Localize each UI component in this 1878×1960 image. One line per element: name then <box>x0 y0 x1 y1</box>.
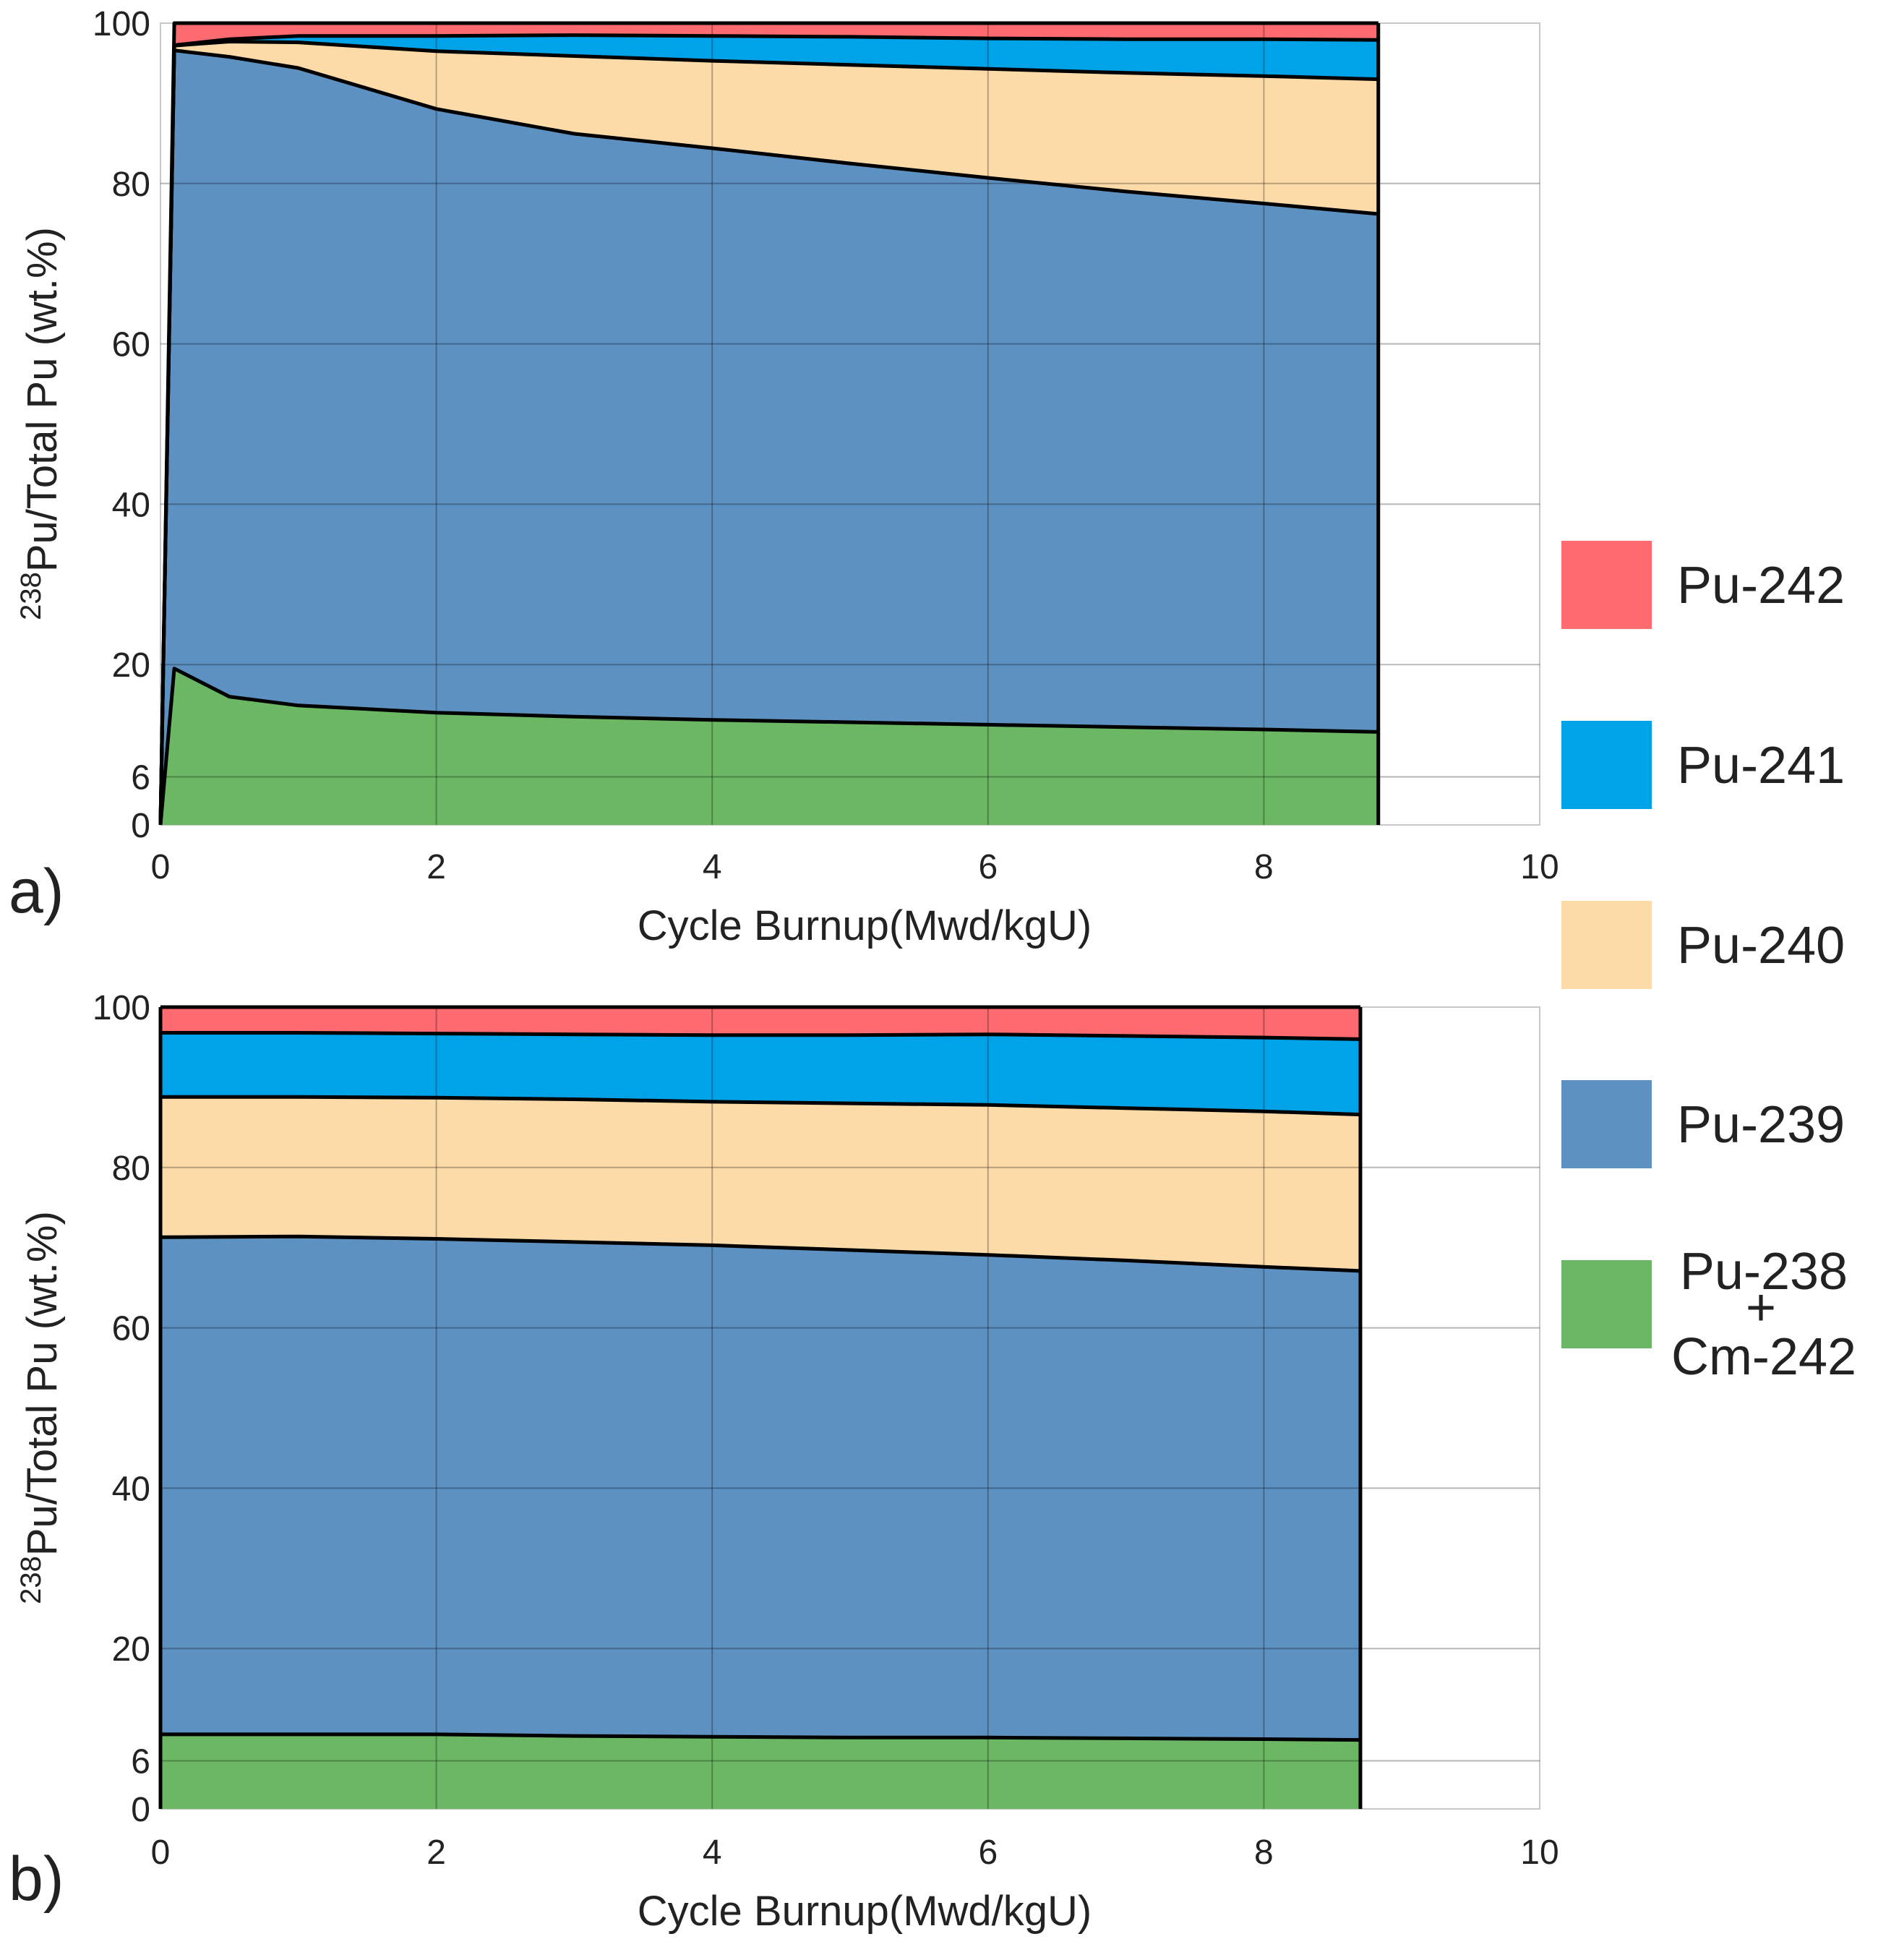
legend-label: Pu-242 <box>1677 557 1845 615</box>
y-tick-label: 80 <box>112 1150 150 1188</box>
area-pu-239 <box>160 50 1379 826</box>
x-tick-label: 6 <box>978 1833 998 1872</box>
boundary-pu-240 <box>158 40 1379 826</box>
y-tick-label: 100 <box>93 5 150 43</box>
y-tick-label: 100 <box>93 989 150 1027</box>
y-tick-label: 0 <box>131 807 150 845</box>
y-tick-label: 80 <box>112 166 150 204</box>
panel-a: 0 6 20 40 60 80 100 0 2 4 6 8 10 Cycle Burnup(Mwd/kgU… <box>9 5 1559 949</box>
x-tick-label: 0 <box>151 1833 171 1872</box>
legend-swatch <box>1561 721 1652 809</box>
legend-swatch <box>1561 1080 1652 1168</box>
boundary-pu-242 <box>158 21 1379 826</box>
y-tick-label: 20 <box>112 1630 150 1669</box>
area-pu-239 <box>160 1236 1360 1740</box>
y-axis-title-main: Pu/Total Pu (wt.%) <box>19 1211 66 1556</box>
area-pu-240 <box>160 41 1379 825</box>
legend-label-line1: Pu-238 <box>1680 1243 1848 1301</box>
area-pu-240 <box>160 1097 1360 1271</box>
panel-label: b) <box>9 1844 64 1914</box>
legend-swatch <box>1561 901 1652 989</box>
legend-swatch <box>1561 541 1652 629</box>
area-pu-238-cm-242 <box>160 668 1379 825</box>
x-tick-label: 8 <box>1254 848 1274 886</box>
area-pu-242 <box>160 1007 1360 1040</box>
legend-label-line2: Cm-242 <box>1671 1328 1856 1386</box>
x-tick-label: 4 <box>703 1833 722 1872</box>
x-tick-label: 10 <box>1520 1833 1558 1872</box>
legend-label-plus: + <box>1746 1279 1776 1337</box>
area-pu-241 <box>160 1032 1360 1115</box>
y-axis-title-superscript: 238 <box>15 1556 47 1604</box>
y-tick-label: 60 <box>112 1310 150 1348</box>
x-axis-title: Cycle Burnup(Mwd/kgU) <box>638 1888 1092 1935</box>
legend-swatch <box>1561 1260 1652 1348</box>
x-tick-label: 0 <box>151 848 171 886</box>
y-tick-label: 40 <box>112 486 150 524</box>
boundary-pu-238-cm-242 <box>160 1732 1361 1742</box>
legend-label: Pu-240 <box>1677 917 1845 975</box>
y-axis-title: 238Pu/Total Pu (wt.%) <box>15 227 66 620</box>
y-tick-label: 20 <box>112 646 150 685</box>
boundary-pu-241 <box>158 33 1379 826</box>
y-tick-label: 0 <box>131 1791 150 1829</box>
y-axis-title-superscript: 238 <box>15 572 47 620</box>
y-tick-label: 6 <box>131 758 150 797</box>
y-tick-label: 6 <box>131 1742 150 1781</box>
y-axis-title: 238Pu/Total Pu (wt.%) <box>15 1211 66 1604</box>
panel-b: 0 6 20 40 60 80 100 0 2 4 6 8 10 Cycle Burnup(Mwd/kgU… <box>9 989 1559 1935</box>
area-pu-238-cm-242 <box>160 1734 1360 1809</box>
x-tick-label: 8 <box>1254 1833 1274 1872</box>
legend: Pu-242 Pu-241 Pu-240 Pu-239 Pu-238+Cm-242 <box>1561 541 1856 1386</box>
x-tick-label: 2 <box>426 1833 446 1872</box>
boundary-pu-241 <box>160 1031 1361 1041</box>
boundary-pu-239 <box>158 48 1379 826</box>
x-tick-label: 6 <box>978 848 998 886</box>
y-axis-title-main: Pu/Total Pu (wt.%) <box>19 227 66 572</box>
x-tick-label: 10 <box>1520 848 1558 886</box>
boundary-pu-240 <box>160 1095 1361 1117</box>
x-axis-title: Cycle Burnup(Mwd/kgU) <box>638 902 1092 949</box>
x-tick-label: 4 <box>703 848 722 886</box>
legend-label: Pu-241 <box>1677 737 1845 795</box>
y-tick-label: 60 <box>112 326 150 364</box>
boundary-pu-239 <box>160 1234 1361 1273</box>
x-tick-label: 2 <box>426 848 446 886</box>
panel-label: a) <box>9 857 64 926</box>
y-tick-label: 40 <box>112 1470 150 1508</box>
legend-label: Pu-239 <box>1677 1096 1845 1154</box>
boundary-pu-238-cm-242 <box>158 667 1379 826</box>
